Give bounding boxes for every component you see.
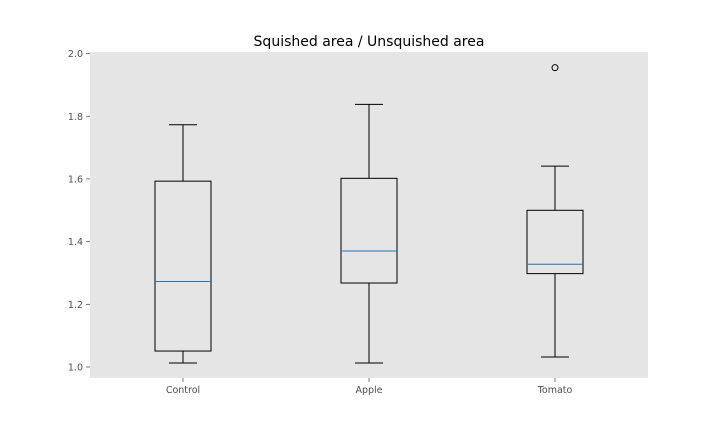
y-tick-label: 2.0 [68, 49, 83, 60]
box-control [154, 124, 212, 364]
box-tomato [526, 64, 584, 358]
box-iqr [154, 180, 212, 352]
box-iqr [526, 209, 584, 275]
y-tick-label: 1.6 [68, 174, 83, 185]
y-tick-label: 1.2 [68, 300, 83, 311]
x-tick-label: Apple [355, 385, 382, 396]
y-axis: 1.0 1.2 1.4 1.6 1.8 2.0 [68, 49, 90, 374]
y-tick-label: 1.4 [68, 237, 83, 248]
y-tick-label: 1.8 [68, 112, 83, 123]
x-axis: Control Apple Tomato [166, 378, 573, 396]
y-tick-label: 1.0 [68, 363, 83, 374]
chart-title: Squished area / Unsquished area [254, 34, 485, 50]
x-tick-label: Tomato [537, 385, 573, 396]
box-iqr [340, 177, 398, 284]
outlier-point [551, 64, 559, 72]
x-tick-label: Control [166, 385, 200, 396]
boxes-group [154, 64, 584, 364]
box-apple [340, 103, 398, 364]
